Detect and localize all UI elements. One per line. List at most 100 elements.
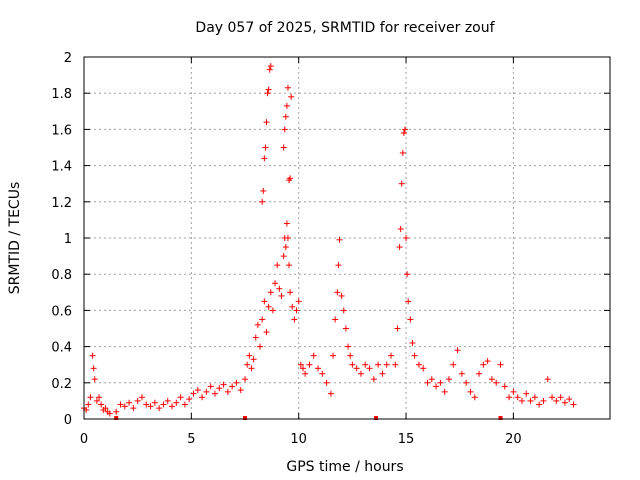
data-point bbox=[357, 370, 364, 377]
data-point bbox=[254, 321, 261, 328]
data-point bbox=[394, 325, 401, 332]
data-point bbox=[106, 410, 113, 417]
data-point bbox=[338, 292, 345, 299]
y-tick-label: 0.4 bbox=[51, 341, 72, 356]
data-point bbox=[134, 397, 141, 404]
data-point bbox=[203, 388, 210, 395]
data-point bbox=[407, 316, 414, 323]
data-point bbox=[169, 403, 176, 410]
data-point bbox=[242, 376, 249, 383]
y-tick-label: 0.2 bbox=[51, 377, 72, 392]
data-point bbox=[549, 394, 556, 401]
data-point bbox=[259, 198, 266, 205]
data-point bbox=[199, 394, 206, 401]
data-point bbox=[287, 175, 294, 182]
data-point bbox=[262, 144, 269, 151]
gap-marker bbox=[243, 416, 248, 420]
data-point bbox=[89, 352, 96, 359]
data-point bbox=[291, 316, 298, 323]
data-point bbox=[476, 370, 483, 377]
data-point bbox=[85, 401, 92, 408]
data-point bbox=[514, 394, 521, 401]
data-point bbox=[397, 225, 404, 232]
data-point bbox=[121, 403, 128, 410]
data-point bbox=[330, 352, 337, 359]
data-point bbox=[293, 307, 300, 314]
data-point bbox=[283, 102, 290, 109]
data-point bbox=[403, 235, 410, 241]
data-point bbox=[295, 298, 302, 305]
data-point bbox=[327, 390, 334, 397]
data-point bbox=[471, 394, 478, 401]
data-point bbox=[342, 325, 349, 332]
data-point bbox=[336, 236, 343, 243]
data-point bbox=[383, 361, 390, 368]
data-point bbox=[138, 394, 145, 401]
plot-frame bbox=[83, 56, 611, 420]
data-point bbox=[276, 285, 283, 292]
data-point bbox=[265, 303, 272, 310]
data-point bbox=[510, 388, 517, 395]
data-point bbox=[117, 401, 124, 408]
data-point bbox=[536, 401, 543, 408]
data-point bbox=[91, 376, 98, 383]
data-point bbox=[398, 180, 405, 187]
x-tick-label: 5 bbox=[187, 432, 195, 447]
data-point bbox=[282, 113, 289, 120]
data-point bbox=[143, 401, 150, 408]
data-point bbox=[299, 365, 306, 372]
data-point bbox=[272, 280, 279, 287]
gap-marker bbox=[114, 416, 119, 420]
data-point bbox=[501, 383, 508, 390]
data-point bbox=[404, 271, 411, 278]
data-point bbox=[401, 126, 408, 133]
data-point bbox=[156, 405, 163, 412]
data-point bbox=[246, 352, 253, 359]
data-point bbox=[480, 361, 487, 368]
data-point bbox=[340, 307, 347, 314]
data-point bbox=[284, 84, 291, 91]
data-point bbox=[570, 401, 577, 408]
data-point bbox=[280, 144, 287, 151]
data-point bbox=[90, 365, 97, 372]
data-point bbox=[284, 235, 291, 241]
data-point bbox=[186, 396, 193, 403]
data-point bbox=[531, 394, 538, 401]
data-point bbox=[424, 379, 431, 386]
y-tick-label: 1.2 bbox=[51, 196, 72, 211]
data-point bbox=[399, 149, 406, 156]
data-point bbox=[379, 370, 386, 377]
data-point bbox=[334, 289, 341, 296]
data-point bbox=[250, 356, 257, 363]
data-point bbox=[297, 361, 304, 368]
data-point bbox=[523, 390, 530, 397]
data-point bbox=[345, 343, 352, 350]
data-point bbox=[151, 399, 158, 406]
data-point bbox=[126, 399, 133, 406]
data-point bbox=[177, 394, 184, 401]
data-point bbox=[497, 361, 504, 368]
data-point bbox=[561, 399, 568, 406]
data-point bbox=[392, 361, 399, 368]
data-point bbox=[96, 394, 103, 401]
data-point bbox=[287, 289, 294, 296]
data-point bbox=[281, 126, 288, 133]
data-point bbox=[87, 394, 94, 401]
data-point bbox=[319, 370, 326, 377]
data-point bbox=[540, 397, 547, 404]
data-point bbox=[428, 376, 435, 383]
data-point bbox=[269, 307, 276, 314]
x-tick-label: 10 bbox=[290, 432, 307, 447]
y-tick-label: 0 bbox=[64, 413, 72, 428]
data-point bbox=[229, 383, 236, 390]
data-point bbox=[211, 390, 218, 397]
y-tick-label: 1.4 bbox=[51, 160, 72, 175]
data-point bbox=[261, 298, 268, 305]
data-point bbox=[259, 316, 266, 323]
x-tick-label: 20 bbox=[505, 432, 522, 447]
data-point bbox=[353, 365, 360, 372]
data-point bbox=[409, 339, 416, 346]
data-point bbox=[266, 66, 273, 73]
data-point bbox=[420, 365, 427, 372]
